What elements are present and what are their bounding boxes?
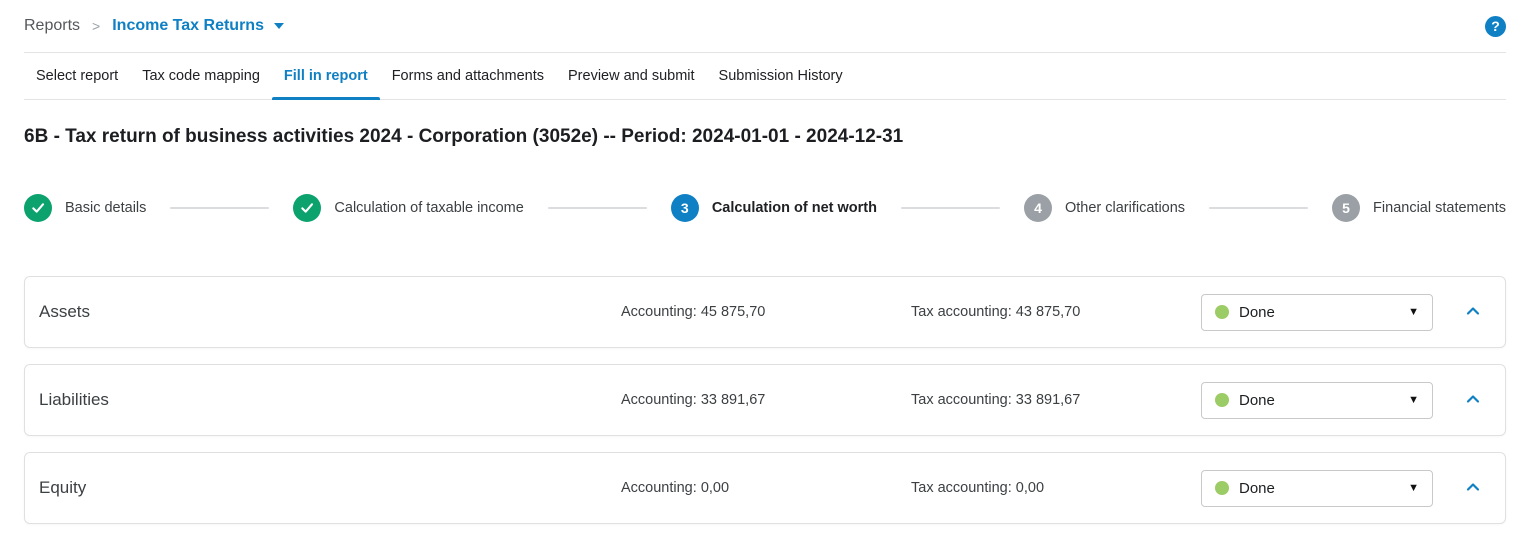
- tax-accounting-value: Tax accounting: 0,00: [911, 480, 1201, 496]
- stepper: Basic details Calculation of taxable inc…: [24, 194, 1506, 222]
- accounting-label: Accounting:: [621, 304, 697, 320]
- step-other-clarifications[interactable]: 4 Other clarifications: [1023, 194, 1186, 222]
- collapse-button[interactable]: [1457, 472, 1489, 504]
- status-label: Done: [1239, 391, 1275, 409]
- step-label: Calculation of taxable income: [334, 200, 524, 216]
- breadcrumb: Reports > Income Tax Returns: [24, 17, 284, 35]
- status-dot-icon: [1215, 393, 1229, 407]
- tax-accounting-label: Tax accounting:: [911, 304, 1012, 320]
- step-number: 3: [670, 194, 699, 222]
- chevron-up-icon: [1463, 301, 1483, 324]
- tax-accounting-label: Tax accounting:: [911, 480, 1012, 496]
- breadcrumb-separator: >: [92, 18, 101, 34]
- panel-title: Assets: [39, 302, 91, 321]
- tab-select-report[interactable]: Select report: [36, 68, 119, 84]
- tax-accounting-amount: 33 891,67: [1015, 392, 1081, 408]
- dropdown-caret-icon: ▼: [1408, 482, 1419, 494]
- tab-preview-and-submit[interactable]: Preview and submit: [568, 68, 695, 84]
- dropdown-caret-icon: ▼: [1408, 306, 1419, 318]
- top-bar: Reports > Income Tax Returns ?: [24, 0, 1506, 53]
- status-dropdown[interactable]: Done ▼: [1201, 293, 1433, 331]
- step-label: Other clarifications: [1064, 200, 1186, 216]
- step-label: Basic details: [65, 200, 147, 216]
- tab-fill-in-report[interactable]: Fill in report: [271, 53, 380, 100]
- accounting-value: Accounting: 33 891,67: [621, 392, 911, 408]
- breadcrumb-report-selector[interactable]: Income Tax Returns: [112, 17, 284, 35]
- accounting-value: Accounting: 0,00: [621, 480, 911, 496]
- panel-assets: Assets Accounting: 45 875,70 Tax account…: [24, 276, 1506, 348]
- tab-submission-history[interactable]: Submission History: [718, 68, 843, 84]
- tab-forms-and-attachments[interactable]: Forms and attachments: [391, 68, 545, 84]
- breadcrumb-current-label: Income Tax Returns: [112, 17, 264, 34]
- status-dot-icon: [1215, 305, 1229, 319]
- step-connector: [1209, 207, 1309, 209]
- status-dot-icon: [1215, 481, 1229, 495]
- status-dropdown[interactable]: Done ▼: [1201, 469, 1433, 507]
- step-calculation-of-net-worth[interactable]: 3 Calculation of net worth: [670, 194, 877, 222]
- tax-accounting-label: Tax accounting:: [911, 392, 1012, 408]
- status-label: Done: [1239, 479, 1275, 497]
- step-connector: [900, 207, 1000, 209]
- tax-accounting-value: Tax accounting: 33 891,67: [911, 392, 1201, 408]
- step-calculation-of-taxable-income[interactable]: Calculation of taxable income: [293, 194, 524, 222]
- accounting-value: Accounting: 45 875,70: [621, 304, 911, 320]
- panel-title: Liabilities: [39, 390, 109, 409]
- collapse-button[interactable]: [1457, 384, 1489, 416]
- tab-bar: Select report Tax code mapping Fill in r…: [24, 53, 1506, 100]
- help-icon[interactable]: ?: [1485, 15, 1506, 37]
- dropdown-caret-icon: ▼: [1408, 394, 1419, 406]
- tax-accounting-amount: 43 875,70: [1015, 304, 1081, 320]
- panel-title: Equity: [39, 478, 87, 497]
- status-label: Done: [1239, 303, 1275, 321]
- breadcrumb-reports-link[interactable]: Reports: [24, 17, 81, 34]
- step-connector: [170, 207, 270, 209]
- page-title: 6B - Tax return of business activities 2…: [24, 126, 904, 147]
- step-financial-statements[interactable]: 5 Financial statements: [1332, 194, 1506, 222]
- step-number: 4: [1023, 194, 1052, 222]
- step-basic-details[interactable]: Basic details: [24, 194, 146, 222]
- step-label: Calculation of net worth: [711, 200, 877, 216]
- accounting-label: Accounting:: [621, 392, 697, 408]
- step-connector: [547, 207, 647, 209]
- tax-accounting-amount: 0,00: [1015, 480, 1045, 496]
- chevron-up-icon: [1463, 389, 1483, 412]
- step-label: Financial statements: [1373, 200, 1507, 216]
- collapse-button[interactable]: [1457, 296, 1489, 328]
- panel-liabilities: Liabilities Accounting: 33 891,67 Tax ac…: [24, 364, 1506, 436]
- check-icon: [293, 194, 322, 222]
- tab-tax-code-mapping[interactable]: Tax code mapping: [142, 68, 260, 84]
- accounting-amount: 0,00: [700, 480, 730, 496]
- check-icon: [24, 194, 52, 222]
- tax-accounting-value: Tax accounting: 43 875,70: [911, 304, 1201, 320]
- status-dropdown[interactable]: Done ▼: [1201, 381, 1433, 419]
- accounting-amount: 45 875,70: [700, 304, 766, 320]
- accounting-label: Accounting:: [621, 480, 697, 496]
- step-number: 5: [1332, 194, 1361, 222]
- accounting-amount: 33 891,67: [700, 392, 766, 408]
- section-panels: Assets Accounting: 45 875,70 Tax account…: [24, 276, 1506, 524]
- chevron-up-icon: [1463, 477, 1483, 500]
- chevron-down-icon: [273, 23, 284, 29]
- panel-equity: Equity Accounting: 0,00 Tax accounting: …: [24, 452, 1506, 524]
